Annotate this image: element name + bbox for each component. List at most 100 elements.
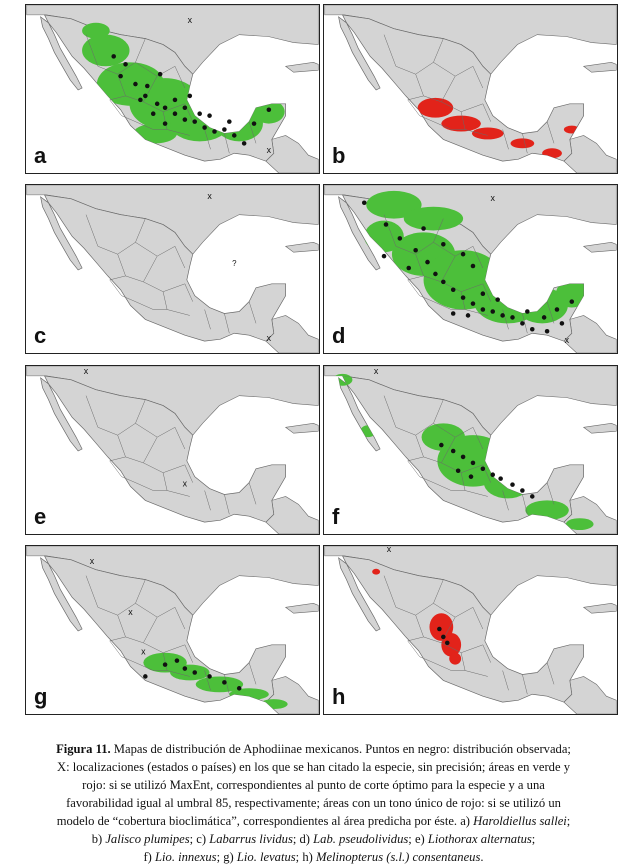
species-g: Lio. levatus [236, 850, 296, 864]
state-border [415, 74, 442, 103]
land-cuba [582, 603, 617, 614]
species-b: Jalisco plumipes [105, 832, 190, 846]
state-border [441, 76, 456, 102]
distribution-area [170, 664, 210, 681]
observed-point [231, 133, 237, 138]
state-border [415, 435, 442, 464]
state-border [415, 615, 442, 644]
observed-point [123, 62, 128, 67]
observed-point [413, 247, 418, 253]
observed-point [383, 222, 389, 227]
observed-point [182, 105, 188, 111]
distribution-area [372, 568, 381, 575]
observed-point [222, 127, 227, 132]
state-border [204, 490, 211, 511]
land-baja [40, 377, 83, 452]
cited-location-x: x [141, 647, 146, 657]
state-border [441, 281, 483, 292]
species-h: Melinopterus (s.l.) consentaneus [315, 850, 481, 864]
observed-point [154, 101, 160, 107]
caption-end: . [480, 850, 484, 864]
observed-point [227, 119, 232, 124]
distribution-area [449, 652, 462, 665]
state-border [174, 246, 186, 269]
land-mexico [43, 555, 286, 703]
observed-point [470, 301, 476, 306]
land-cuba [284, 242, 319, 253]
land-baja [338, 196, 381, 271]
state-border [204, 670, 211, 691]
caption-line-5: modelo de “cobertura bioclimática”, corr… [4, 812, 623, 830]
caption-line-2: X: localizaciones (estados o países) en … [56, 760, 570, 774]
map-panel-g: x x x g [25, 545, 320, 715]
panel-label-e: e [34, 504, 47, 529]
observed-point [162, 662, 168, 667]
state-border [85, 575, 118, 616]
state-border [109, 279, 136, 302]
state-border [407, 636, 424, 642]
caption-line-7: f) Lio. innexus; g) Lio. levatus; h) Mel… [4, 848, 623, 866]
state-border [441, 462, 483, 473]
observed-point [465, 313, 471, 318]
cited-location-x: x [188, 15, 193, 25]
distribution-area [366, 190, 422, 219]
land-mexico [43, 194, 286, 342]
state-border [482, 283, 491, 302]
land-mexico [341, 555, 584, 703]
caption-prefix-d: ; d) [292, 832, 314, 846]
cited-location-x: x [565, 335, 570, 345]
state-border [143, 281, 185, 292]
observed-point [569, 299, 575, 304]
map-svg-f: x [324, 366, 617, 534]
land-cuba [582, 242, 617, 253]
state-border [522, 494, 528, 515]
land-baja [338, 557, 381, 632]
uncertain-location-mark: ? [232, 259, 237, 268]
state-border [204, 309, 211, 330]
distribution-areas [417, 97, 580, 159]
cited-location-x: x [267, 333, 272, 343]
observed-point [397, 236, 403, 241]
observed-point [470, 263, 476, 269]
state-border [174, 66, 186, 89]
observed-point [212, 129, 217, 134]
figure-label: Figura 11. [56, 742, 111, 756]
observed-point [445, 640, 450, 646]
state-border [117, 579, 146, 616]
caption-prefix-h: ; h) [295, 850, 316, 864]
distribution-area [441, 115, 481, 132]
panel-label-h: h [332, 684, 346, 709]
land-cuba [582, 62, 617, 73]
map-svg-e: xx [26, 366, 319, 534]
state-border [85, 34, 118, 75]
state-border [407, 279, 434, 302]
land-cuba [582, 423, 617, 434]
state-border [441, 437, 456, 463]
observed-point [236, 686, 242, 691]
species-e: Liothorax alternatus [427, 832, 532, 846]
observed-point [437, 626, 442, 632]
observed-point [455, 468, 461, 474]
panel-label-a: a [34, 143, 47, 168]
land-baja [338, 16, 381, 91]
state-border [248, 121, 257, 144]
state-border [407, 99, 434, 122]
map-panel-f: x f [323, 365, 618, 535]
observed-point [544, 328, 550, 334]
observed-point [143, 674, 148, 679]
observed-point [187, 93, 193, 99]
state-border [415, 218, 444, 255]
state-border [407, 640, 434, 663]
observed-point [192, 670, 198, 675]
land-baja [40, 16, 83, 91]
distribution-area [82, 22, 110, 39]
observed-point [450, 448, 456, 454]
map-panel-b: b [323, 4, 618, 174]
distribution-area [471, 127, 504, 140]
observed-point [490, 309, 496, 314]
observed-point [381, 253, 387, 259]
state-border [85, 395, 118, 436]
species-d: Lab. pseudolividus [313, 832, 409, 846]
state-border [224, 494, 230, 515]
observed-point [495, 297, 500, 302]
